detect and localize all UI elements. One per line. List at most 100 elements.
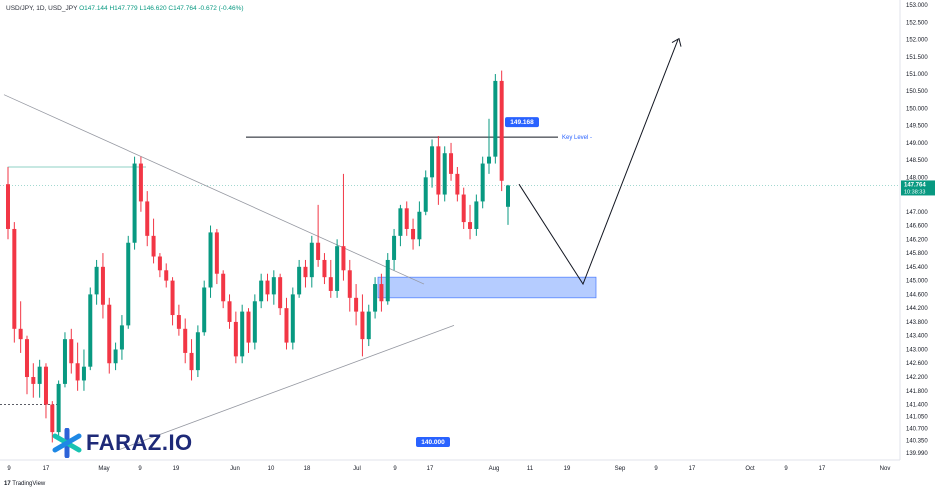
y-tick-label: 142.200	[906, 375, 928, 381]
candle-body	[499, 80, 504, 181]
candle-body	[379, 284, 384, 302]
candle-body	[176, 315, 181, 329]
candle-body	[398, 208, 403, 236]
candle-body	[411, 228, 416, 240]
candle	[183, 318, 188, 364]
candle-body	[303, 266, 308, 278]
x-tick-label: 9	[393, 466, 397, 472]
y-tick-label: 144.200	[906, 306, 928, 312]
candle-body	[119, 325, 124, 350]
x-tick-label: 18	[304, 466, 311, 472]
y-tick-label: 139.990	[906, 451, 928, 457]
y-tick-label: 145.800	[906, 251, 928, 257]
y-tick-label: 151.500	[906, 55, 928, 61]
candle	[366, 304, 371, 347]
candles	[6, 70, 510, 443]
candle-body	[18, 328, 23, 340]
y-tick-label: 143.000	[906, 347, 928, 353]
candle	[303, 259, 308, 288]
tradingview-logo-icon: 17	[4, 481, 11, 487]
candle-body	[430, 146, 435, 178]
candle	[208, 225, 213, 298]
y-tick-label: 140.350	[906, 439, 928, 445]
candle	[221, 270, 226, 309]
candle-body	[404, 208, 409, 229]
current-price-badge-bg	[901, 180, 935, 196]
candle-body	[221, 273, 226, 302]
candle	[18, 301, 23, 353]
y-tick-label: 148.000	[906, 175, 928, 181]
candle	[398, 204, 403, 247]
candle-body	[493, 80, 498, 157]
candle-body	[316, 242, 321, 260]
candle-body	[335, 246, 340, 291]
candle-body	[164, 270, 169, 281]
candle-body	[132, 163, 137, 243]
reference-line	[7, 166, 146, 229]
candle	[176, 304, 181, 336]
candle-body	[31, 377, 36, 384]
candle	[347, 259, 352, 312]
x-tick-label: May	[98, 466, 109, 472]
candle	[341, 173, 346, 281]
candle	[404, 201, 409, 236]
y-tick-label: 152.000	[906, 38, 928, 44]
demand-zone-rect	[377, 276, 597, 299]
y-tick-label: 141.400	[906, 403, 928, 409]
candle-body	[354, 297, 359, 312]
candle	[94, 259, 99, 305]
candle	[12, 222, 17, 343]
candle-body	[56, 383, 61, 433]
candle-body	[360, 311, 365, 340]
candle	[335, 239, 340, 298]
candle-body	[50, 404, 55, 433]
x-tick-label: 17	[689, 466, 696, 472]
candle-body	[12, 228, 17, 329]
candle-body	[366, 311, 371, 340]
candle	[107, 297, 112, 374]
candle-body	[392, 235, 397, 260]
candle	[75, 342, 80, 391]
candle	[442, 146, 447, 202]
candle-body	[271, 277, 276, 295]
candle	[360, 294, 365, 357]
x-tick-label: Sep	[615, 466, 626, 472]
candle-body	[37, 366, 42, 384]
candle	[493, 74, 498, 164]
candle	[24, 335, 29, 395]
x-tick-label: Nov	[880, 466, 891, 472]
candle	[259, 273, 264, 309]
y-tick-label: 146.600	[906, 224, 928, 230]
candle	[246, 308, 251, 353]
candle-body	[69, 339, 74, 364]
candle-body	[259, 280, 264, 302]
candle	[309, 235, 314, 288]
candle-body	[328, 277, 333, 291]
y-axis: 153.000 152.500 152.000 151.500 151.000 150.5…	[906, 3, 928, 457]
candle	[417, 201, 422, 247]
candle-body	[233, 321, 238, 357]
y-tick-label: 149.500	[906, 124, 928, 130]
x-tick-label: 11	[527, 466, 534, 472]
candle	[56, 380, 61, 439]
candle-body	[455, 173, 460, 195]
candle	[373, 277, 378, 319]
y-tick-label: 141.050	[906, 415, 928, 421]
candle-body	[227, 301, 232, 322]
y-tick-label: 141.800	[906, 389, 928, 395]
candle	[6, 166, 10, 240]
key-level-price: 149.168	[510, 119, 534, 126]
candle-body	[202, 287, 207, 333]
y-tick-label: 149.000	[906, 141, 928, 147]
chart-gridlines	[0, 0, 901, 461]
y-tick-label: 147.000	[906, 210, 928, 216]
candle	[145, 191, 150, 247]
candle-body	[138, 163, 143, 202]
candle	[328, 259, 333, 298]
key-level-badge: 149.168	[505, 117, 539, 128]
candle	[170, 277, 175, 326]
candle-body	[480, 163, 485, 202]
candle-body	[151, 235, 156, 257]
